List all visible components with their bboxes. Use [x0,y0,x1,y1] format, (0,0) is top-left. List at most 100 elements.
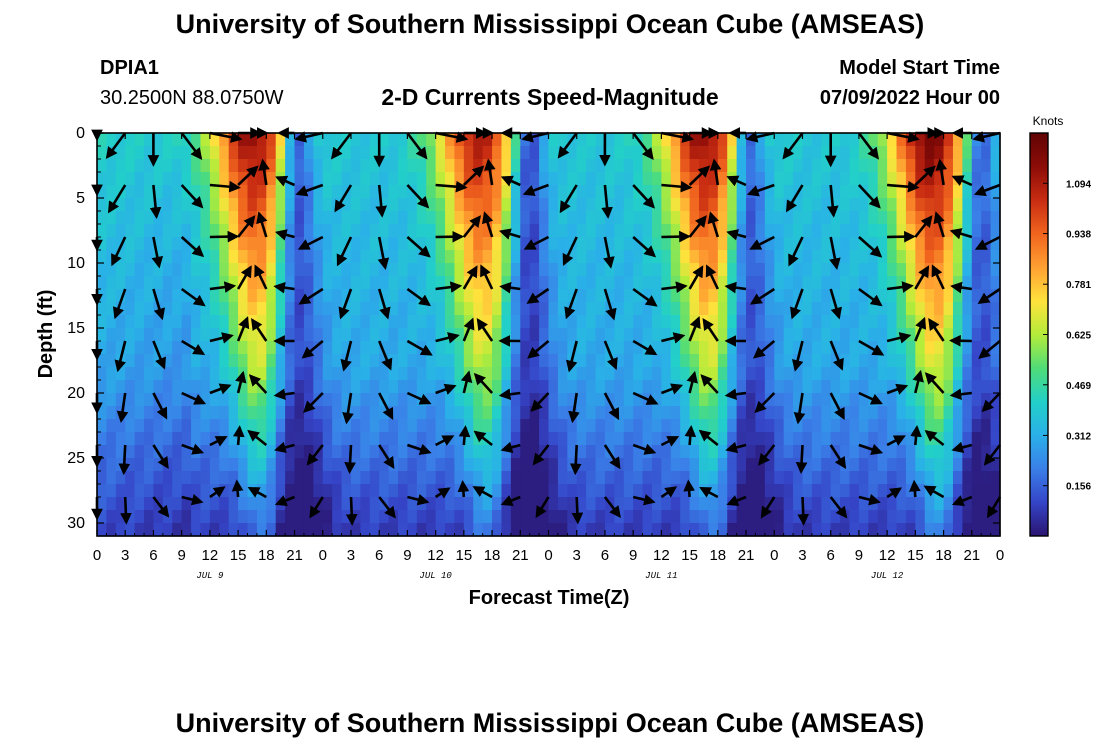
heatmap-cell [454,159,465,173]
current-vector [951,495,973,506]
heatmap-cell [755,263,766,277]
heatmap-cell [567,341,578,355]
heatmap-cell [774,146,785,160]
heatmap-cell [172,445,183,459]
heatmap-cell [670,445,681,459]
model-start-value: 07/09/2022 Hour 00 [819,87,1000,109]
heatmap-cell [877,367,888,381]
heatmap-cell [510,406,521,420]
heatmap-cell [793,380,804,394]
heatmap-cell [783,380,794,394]
heatmap-cell [727,523,738,537]
heatmap-cell [172,510,183,524]
heatmap-cell [971,432,982,446]
heatmap-cell [153,276,164,290]
current-vector [632,443,657,455]
x-tick-label: 9 [629,547,637,564]
heatmap-cell [350,393,361,407]
heatmap-cell [689,289,700,303]
heatmap-cell [896,289,907,303]
heatmap-cell [125,133,136,147]
heatmap-cell [369,419,380,433]
heatmap-cell [322,523,333,537]
heatmap-cell [219,224,230,238]
heatmap-cell [144,471,155,485]
heatmap-cell [266,510,277,524]
heatmap-cell [905,406,916,420]
heatmap-cell [849,172,860,186]
heatmap-cell [877,393,888,407]
heatmap-cell [520,289,531,303]
heatmap-cell [962,172,973,186]
heatmap-cell [492,484,503,498]
heatmap-cell [858,445,869,459]
heatmap-cell [473,341,484,355]
heatmap-cell [783,172,794,186]
heatmap-cell [764,185,775,199]
heatmap-cell [793,289,804,303]
heatmap-cell [520,432,531,446]
heatmap-cell [285,341,296,355]
heatmap-cell [905,445,916,459]
heatmap-cell [445,159,456,173]
heatmap-cell [350,302,361,316]
heatmap-cell [840,211,851,225]
heatmap-cell [699,146,710,160]
heatmap-cell [576,159,587,173]
heatmap-cell [247,224,258,238]
heatmap-cell [830,471,841,485]
heatmap-cell [407,302,418,316]
heatmap-cell [539,302,550,316]
heatmap-cell [445,341,456,355]
heatmap-cell [651,133,662,147]
current-vector [377,288,391,320]
heatmap-cell [915,133,926,147]
heatmap-cell [426,367,437,381]
current-vector [951,441,973,454]
heatmap-cell [416,406,427,420]
heatmap-cell [454,419,465,433]
heatmap-cell [416,380,427,394]
heatmap-cell [840,263,851,277]
heatmap-cell [811,419,822,433]
heatmap-cell [915,198,926,212]
heatmap-cell [426,523,437,537]
heatmap-cell [924,380,935,394]
heatmap-cell [736,133,747,147]
heatmap-cell [144,458,155,472]
heatmap-cell [971,289,982,303]
heatmap-cell [689,406,700,420]
heatmap-cell [520,146,531,160]
heatmap-cell [134,458,145,472]
heatmap-cell [595,302,606,316]
current-vector [236,265,252,290]
heatmap-cell [473,471,484,485]
heatmap-cell [492,393,503,407]
heatmap-cell [633,250,644,264]
heatmap-cell [445,367,456,381]
heatmap-cell [162,497,173,511]
heatmap-cell [783,367,794,381]
heatmap-cell [172,250,183,264]
current-vector [481,211,494,238]
heatmap-cell [557,237,568,251]
heatmap-cell [849,432,860,446]
heatmap-cell [454,250,465,264]
heatmap-cell [162,146,173,160]
heatmap-cell [219,211,230,225]
heatmap-cell [238,510,249,524]
heatmap-cell [510,484,521,498]
heatmap-cell [162,159,173,173]
heatmap-cell [463,432,474,446]
heatmap-cell [238,445,249,459]
heatmap-cell [275,263,286,277]
heatmap-cell [689,146,700,160]
current-vector [950,281,972,294]
heatmap-cell [219,510,230,524]
heatmap-cell [642,523,653,537]
heatmap-cell [557,484,568,498]
heatmap-cell [134,172,145,186]
current-vector [928,318,945,342]
heatmap-cell [369,263,380,277]
heatmap-cell [717,146,728,160]
